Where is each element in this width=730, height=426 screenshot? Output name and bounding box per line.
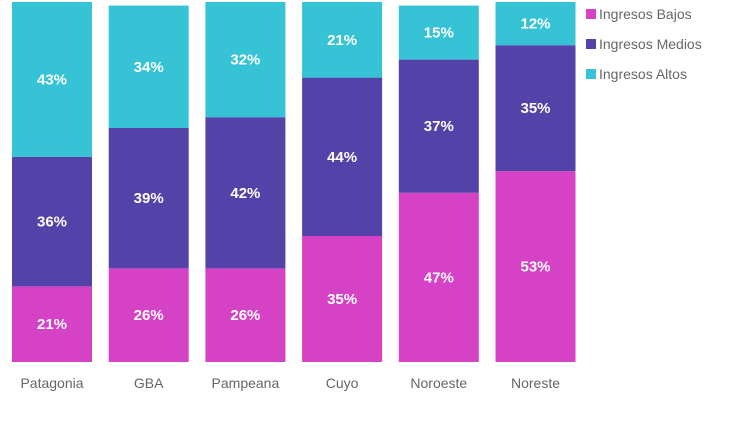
bar-segment-ingresos-altos-gba [108, 5, 189, 129]
bar-segment-ingresos-medios-noroeste [398, 59, 479, 193]
bar-segment-ingresos-bajos-cuyo [302, 236, 383, 362]
data-label: 15% [424, 25, 454, 42]
legend-swatch [586, 9, 596, 19]
data-labels-layer: 21% 36% 43% 26% 39% 34% 26% 42% 32% 35% 44% 21% 47% 3… [37, 16, 551, 334]
x-axis-tick-labels: Patagonia GBA Pampeana Cuyo Noroeste Noreste [20, 375, 560, 391]
data-label: 35% [327, 291, 357, 308]
bars-layer [12, 2, 576, 362]
x-tick-label: GBA [134, 375, 164, 391]
legend-label: Ingresos Bajos [599, 6, 692, 22]
bar-segment-ingresos-altos-noroeste [398, 5, 479, 60]
data-label: 32% [230, 52, 260, 69]
bar-segment-ingresos-medios-gba [108, 128, 189, 269]
data-label: 37% [424, 118, 454, 135]
legend: Ingresos Bajos Ingresos Medios Ingresos Al… [586, 6, 702, 82]
data-label: 21% [37, 316, 67, 333]
bar-segment-ingresos-altos-pampeana [205, 2, 286, 118]
legend-label: Ingresos Altos [599, 66, 687, 82]
data-label: 21% [327, 32, 357, 49]
legend-label: Ingresos Medios [599, 36, 702, 52]
x-tick-label: Pampeana [212, 375, 280, 391]
bar-segment-ingresos-medios-noreste [495, 45, 576, 172]
bar-segment-ingresos-altos-cuyo [302, 2, 383, 78]
data-label: 53% [520, 259, 550, 276]
data-label: 43% [37, 71, 67, 88]
bar-segment-ingresos-bajos-patagonia [12, 286, 92, 362]
bar-segment-ingresos-medios-cuyo [302, 77, 383, 236]
bar-segment-ingresos-bajos-noreste [495, 171, 576, 362]
legend-swatch [586, 39, 596, 49]
bar-segment-ingresos-bajos-noroeste [398, 192, 479, 362]
data-label: 35% [520, 100, 550, 117]
bar-segment-ingresos-bajos-pampeana [205, 268, 286, 362]
x-tick-label: Patagonia [20, 375, 83, 391]
data-label: 36% [37, 214, 67, 231]
bar-segment-ingresos-medios-pampeana [205, 117, 286, 269]
x-tick-label: Cuyo [326, 375, 359, 391]
bar-segment-ingresos-altos-noreste [495, 2, 576, 46]
bar-segment-ingresos-bajos-gba [108, 268, 189, 362]
x-tick-label: Noreste [511, 375, 560, 391]
data-label: 39% [134, 190, 164, 207]
legend-swatch [586, 69, 596, 79]
data-label: 44% [327, 149, 357, 166]
data-label: 26% [134, 307, 164, 324]
data-label: 42% [230, 185, 260, 202]
bar-segment-ingresos-altos-patagonia [12, 2, 92, 157]
data-label: 34% [134, 59, 164, 76]
data-label: 12% [520, 16, 550, 33]
data-label: 47% [424, 269, 454, 286]
x-tick-label: Noroeste [410, 375, 467, 391]
data-label: 26% [230, 307, 260, 324]
bar-segment-ingresos-medios-patagonia [12, 156, 92, 287]
